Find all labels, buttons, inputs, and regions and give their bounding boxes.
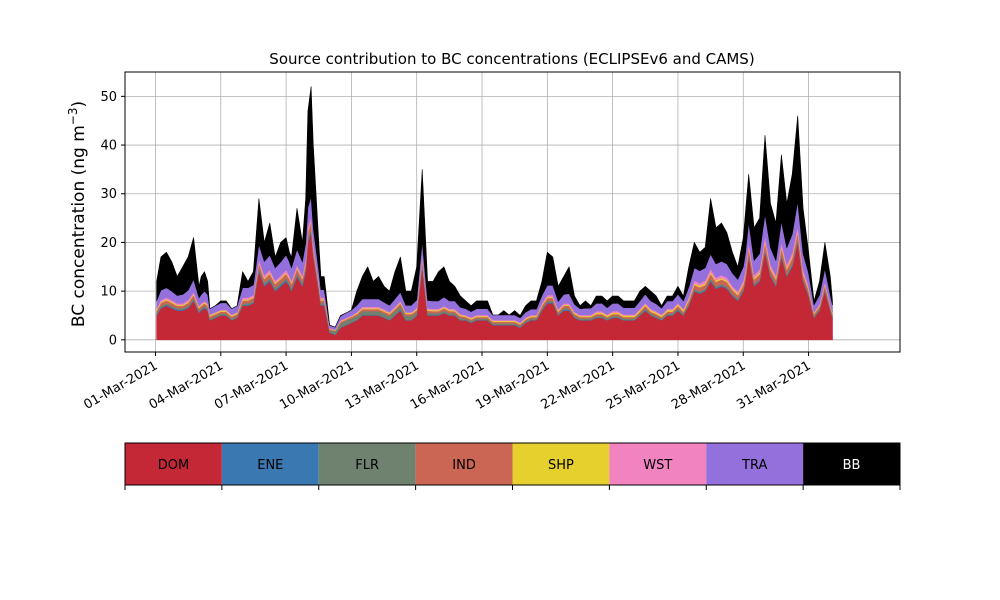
y-tick-label: 50: [100, 90, 117, 105]
legend-label-bb: BB: [843, 458, 861, 473]
legend-swatch-tra: [706, 443, 804, 485]
y-tick-label: 20: [100, 236, 117, 251]
y-axis-label-close: ): [69, 101, 89, 108]
y-axis-label-superscript: −3: [66, 107, 80, 125]
plot-area: 0102030405001-Mar-202104-Mar-202107-Mar-…: [81, 71, 901, 413]
y-tick-label: 0: [109, 333, 117, 348]
legend-swatch-shp: [512, 443, 610, 485]
legend-label-shp: SHP: [548, 458, 574, 473]
y-tick-label: 40: [100, 139, 117, 154]
legend-colorbar: DOM ENE FLR IND SHP WST TRA BB: [124, 442, 901, 490]
chart-title: Source contribution to BC concentrations…: [269, 50, 754, 68]
legend-label-flr: FLR: [355, 458, 379, 473]
legend-swatch-flr: [318, 443, 416, 485]
legend-swatch-ene: [221, 443, 319, 485]
x-tick-label: 31-Mar-2021: [734, 358, 813, 412]
y-axis-label: BC concentration (ng m−3): [66, 101, 89, 327]
axes-frame: [124, 71, 901, 353]
legend-label-wst: WST: [643, 458, 672, 473]
legend-swatch-dom: [125, 443, 222, 485]
y-axis-label-main: BC concentration (ng m: [69, 125, 89, 327]
y-tick-label: 10: [100, 285, 117, 300]
legend-label-dom: DOM: [158, 458, 189, 473]
area-series-bb: [156, 86, 833, 328]
legend-label-tra: TRA: [741, 458, 767, 473]
legend-label-ind: IND: [452, 458, 476, 473]
legend-label-ene: ENE: [257, 458, 283, 473]
legend-swatch-bb: [803, 443, 900, 485]
legend-swatch-ind: [415, 443, 513, 485]
y-tick-label: 30: [100, 187, 117, 202]
legend-swatch-wst: [609, 443, 707, 485]
